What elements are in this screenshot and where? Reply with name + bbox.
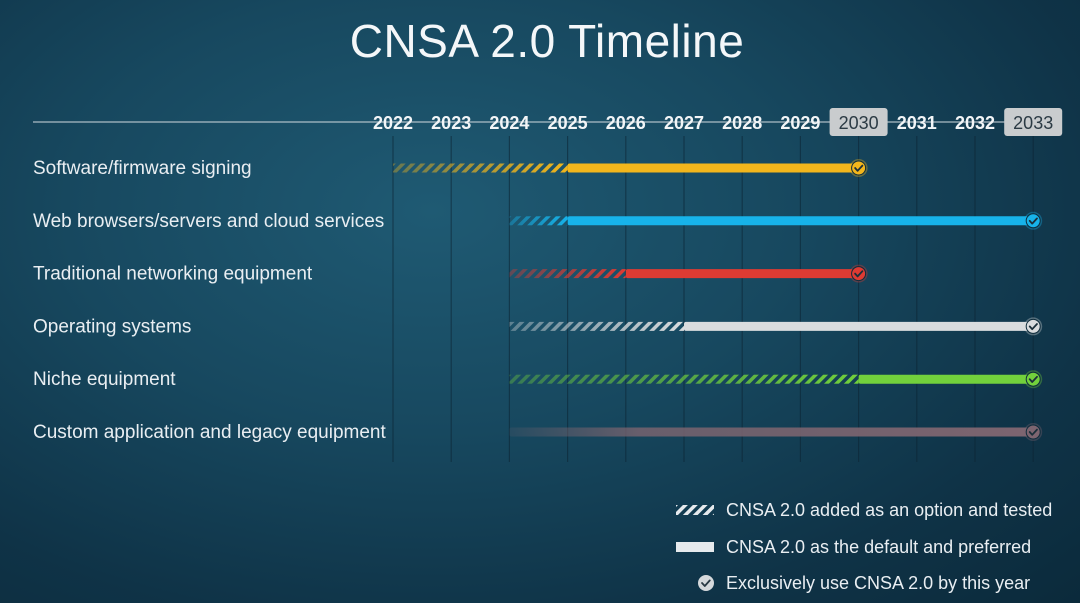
- check-icon: [854, 164, 864, 172]
- year-highlight-box: [829, 108, 888, 136]
- check-marker: [1025, 213, 1041, 229]
- legend-label: CNSA 2.0 as the default and preferred: [726, 537, 1031, 557]
- check-icon: [1028, 323, 1038, 331]
- check-icon: [1028, 375, 1038, 383]
- check-icon: [1028, 217, 1038, 225]
- check-icon: [1028, 428, 1038, 436]
- check-marker: [1025, 424, 1041, 440]
- preferred-segment-4: [858, 374, 1034, 384]
- year-tick-label: 2023: [431, 113, 471, 133]
- row-label: Software/firmware signing: [33, 158, 252, 179]
- check-marker: [1025, 318, 1041, 334]
- preferred-segment-0: [567, 163, 859, 173]
- check-marker: [851, 160, 867, 176]
- row-label: Operating systems: [33, 316, 191, 337]
- legend-solid-swatch: [676, 542, 714, 552]
- row-label: Niche equipment: [33, 369, 176, 390]
- chart-title: CNSA 2.0 Timeline: [349, 15, 745, 67]
- preferred-segment-1: [567, 216, 1034, 226]
- check-icon: [854, 270, 864, 278]
- year-tick-label: 2025: [548, 113, 588, 133]
- option-segment-4: [509, 374, 859, 384]
- year-tick-label: 2033: [1013, 113, 1053, 133]
- year-tick-label: 2029: [780, 113, 820, 133]
- year-tick-label: 2031: [897, 113, 937, 133]
- option-segment-2: [509, 269, 626, 279]
- preferred-segment-3: [684, 321, 1034, 331]
- legend-label: CNSA 2.0 added as an option and tested: [726, 500, 1052, 520]
- preferred-segment-2: [625, 269, 859, 279]
- preferred-segment-5: [509, 427, 1034, 437]
- legend-hatched-swatch: [676, 505, 714, 515]
- row-label: Custom application and legacy equipment: [33, 422, 386, 443]
- year-tick-label: 2022: [373, 113, 413, 133]
- year-tick-label: 2024: [489, 113, 529, 133]
- row-label: Traditional networking equipment: [33, 264, 313, 285]
- legend-label: Exclusively use CNSA 2.0 by this year: [726, 573, 1030, 593]
- check-icon: [701, 579, 711, 587]
- year-tick-label: 2026: [606, 113, 646, 133]
- legend-check-swatch: [698, 575, 714, 591]
- year-tick-label: 2028: [722, 113, 762, 133]
- row-label: Web browsers/servers and cloud services: [33, 211, 384, 232]
- year-tick-label: 2032: [955, 113, 995, 133]
- check-marker: [851, 266, 867, 282]
- option-segment-3: [509, 321, 684, 331]
- option-segment-1: [509, 216, 568, 226]
- check-marker: [1025, 371, 1041, 387]
- option-segment-0: [393, 163, 568, 173]
- year-tick-label: 2027: [664, 113, 704, 133]
- year-highlight-box: [1004, 108, 1063, 136]
- year-tick-label: 2030: [839, 113, 879, 133]
